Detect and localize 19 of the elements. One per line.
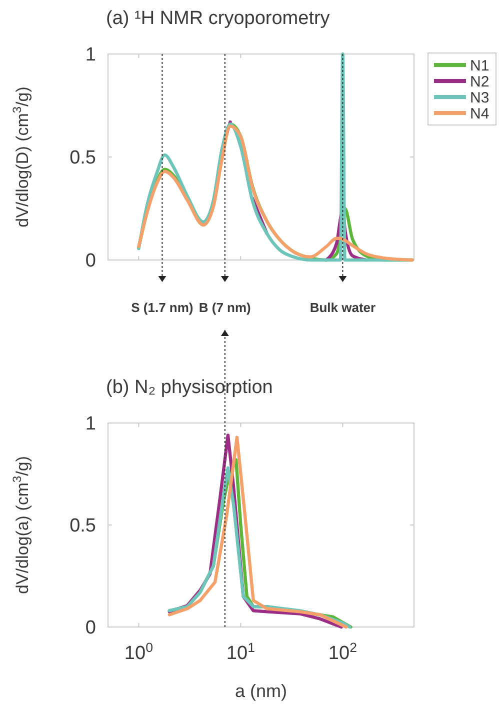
y-tick-label: 0.5: [70, 516, 96, 537]
y-tick-label: 1: [85, 414, 96, 435]
ref-line-label: B (7 nm): [198, 300, 251, 315]
x-tick-label: 10$^{0}$: [124, 640, 153, 664]
ref-line-label: S (1.7 nm): [131, 300, 194, 315]
legend-label: N4: [470, 105, 490, 122]
chart-title: (b) N₂ physisorption: [106, 377, 273, 398]
ref-line-label: Bulk water: [310, 300, 376, 315]
y-tick-label: 1: [85, 44, 96, 66]
legend-label: N1: [470, 57, 490, 74]
legend-label: N3: [470, 89, 490, 106]
x-tick-label: 10$^{2}$: [328, 640, 357, 664]
chart-title: (a) ¹H NMR cryoporometry: [106, 8, 330, 29]
y-tick-label: 0: [85, 618, 96, 639]
legend-label: N2: [470, 73, 490, 90]
y-tick-label: 0.5: [70, 148, 96, 169]
x-tick-label: 10$^{1}$: [226, 640, 255, 664]
x-axis-title: a (nm): [234, 681, 288, 701]
y-tick-label: 0: [85, 250, 96, 272]
